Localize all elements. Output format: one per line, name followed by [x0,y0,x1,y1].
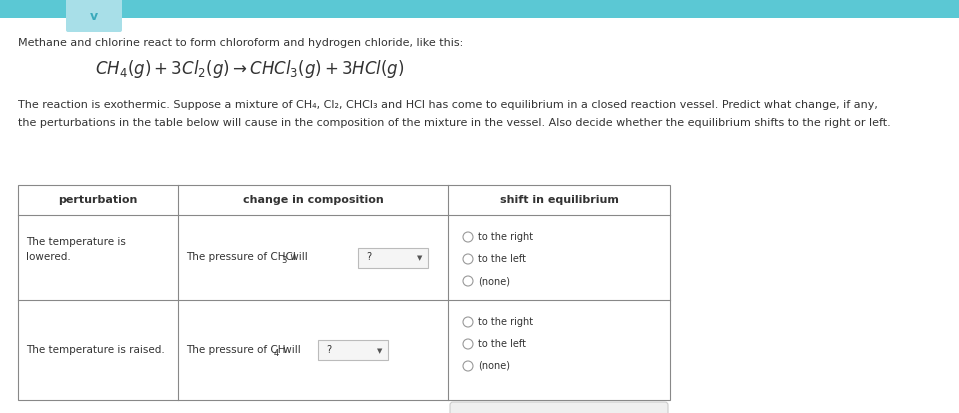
Text: The temperature is
lowered.: The temperature is lowered. [26,237,126,262]
Text: The reaction is exothermic. Suppose a mixture of CH₄, Cl₂, CHCl₃ and HCl has com: The reaction is exothermic. Suppose a mi… [18,100,877,110]
Text: the perturbations in the table below will cause in the composition of the mixtur: the perturbations in the table below wil… [18,118,891,128]
Text: The pressure of CH: The pressure of CH [186,345,286,355]
Text: to the left: to the left [478,339,526,349]
Text: Methane and chlorine react to form chloroform and hydrogen chloride, like this:: Methane and chlorine react to form chlor… [18,38,463,48]
Text: ▼: ▼ [377,348,383,354]
FancyBboxPatch shape [450,402,668,413]
Circle shape [463,276,473,286]
Circle shape [463,254,473,264]
Text: perturbation: perturbation [58,195,138,205]
Bar [318,340,388,360]
Text: (none): (none) [478,276,510,286]
Text: to the right: to the right [478,232,533,242]
Bar [0,0,959,18]
Bar [18,185,670,400]
Text: ▼: ▼ [417,256,423,261]
Text: change in composition: change in composition [243,195,384,205]
Text: will: will [287,252,308,263]
Circle shape [463,339,473,349]
Circle shape [463,361,473,371]
Text: $\mathit{CH_4(g)+3Cl_2(g)\rightarrow CHCl_3(g)+3HCl(g)}$: $\mathit{CH_4(g)+3Cl_2(g)\rightarrow CHC… [95,58,405,80]
Text: The pressure of CHCl: The pressure of CHCl [186,252,296,263]
Text: to the left: to the left [478,254,526,264]
Text: ?: ? [326,345,331,355]
Text: will: will [280,345,301,355]
Text: ?: ? [366,252,371,263]
Text: to the right: to the right [478,317,533,327]
Text: The temperature is raised.: The temperature is raised. [26,345,165,355]
Text: 4: 4 [274,349,279,358]
Text: v: v [90,9,98,22]
Bar [358,247,428,268]
Circle shape [463,232,473,242]
Text: 3: 3 [281,256,287,265]
Circle shape [463,317,473,327]
FancyBboxPatch shape [66,0,122,32]
Text: (none): (none) [478,361,510,371]
Text: shift in equilibrium: shift in equilibrium [500,195,619,205]
